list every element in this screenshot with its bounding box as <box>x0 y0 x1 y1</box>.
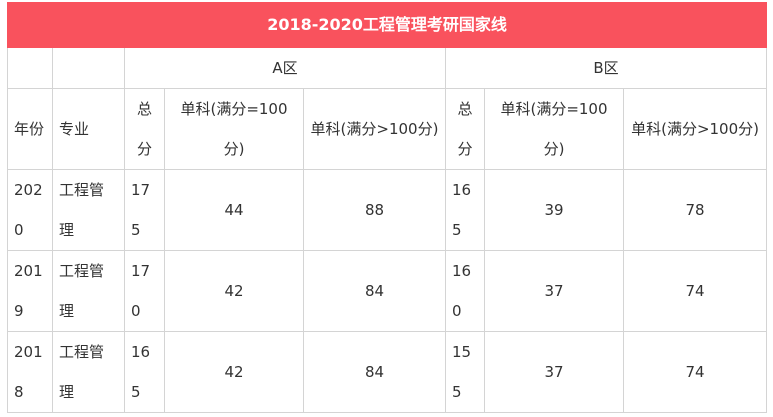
year-cell: 2018 <box>7 331 53 413</box>
score-cell: 175 <box>124 169 165 251</box>
score-cell: 42 <box>164 250 304 332</box>
score-cell: 78 <box>622 169 768 251</box>
score-cell: 39 <box>484 169 624 251</box>
year-cell: 2019 <box>7 250 53 332</box>
score-cell: 160 <box>445 250 485 332</box>
zone-header: B区 <box>444 47 768 89</box>
score-cell: 37 <box>484 331 624 413</box>
score-table: 2018-2020工程管理考研国家线 A区 B区 年份 专业 总分 单科(满分=100… <box>6 2 768 413</box>
score-cell: 88 <box>303 169 446 251</box>
column-header: 总分 <box>124 88 165 170</box>
column-header: 专业 <box>52 88 125 170</box>
score-cell: 74 <box>622 331 768 413</box>
column-header: 单科(满分=100分) <box>484 88 624 170</box>
column-header: 总分 <box>445 88 485 170</box>
table-body: 2018-2020工程管理考研国家线 A区 B区 年份 专业 总分 单科(满分=100… <box>6 2 768 413</box>
table-title: 2018-2020工程管理考研国家线 <box>6 2 768 48</box>
data-row: 2020 工程管理 175 44 88 165 39 78 <box>7 169 768 251</box>
score-cell: 155 <box>445 331 485 413</box>
major-cell: 工程管理 <box>52 169 125 251</box>
empty-cell <box>52 47 125 89</box>
score-cell: 37 <box>484 250 624 332</box>
column-header: 单科(满分=100分) <box>164 88 304 170</box>
score-cell: 170 <box>124 250 165 332</box>
score-cell: 42 <box>164 331 304 413</box>
year-cell: 2020 <box>7 169 53 251</box>
empty-cell <box>7 47 53 89</box>
column-header: 年份 <box>7 88 53 170</box>
data-row: 2019 工程管理 170 42 84 160 37 74 <box>7 250 768 332</box>
major-cell: 工程管理 <box>52 250 125 332</box>
header-row: 年份 专业 总分 单科(满分=100分) 单科(满分>100分) 总分 单科(满分=100分… <box>7 88 768 170</box>
score-cell: 84 <box>303 250 446 332</box>
score-cell: 74 <box>622 250 768 332</box>
score-cell: 165 <box>445 169 485 251</box>
major-cell: 工程管理 <box>52 331 125 413</box>
zone-row: A区 B区 <box>7 47 768 89</box>
score-cell: 84 <box>303 331 446 413</box>
title-row: 2018-2020工程管理考研国家线 <box>6 2 768 48</box>
column-header: 单科(满分>100分) <box>622 88 768 170</box>
zone-header: A区 <box>124 47 446 89</box>
score-cell: 165 <box>124 331 165 413</box>
score-cell: 44 <box>164 169 304 251</box>
column-header: 单科(满分>100分) <box>303 88 446 170</box>
data-row: 2018 工程管理 165 42 84 155 37 74 <box>7 331 768 413</box>
